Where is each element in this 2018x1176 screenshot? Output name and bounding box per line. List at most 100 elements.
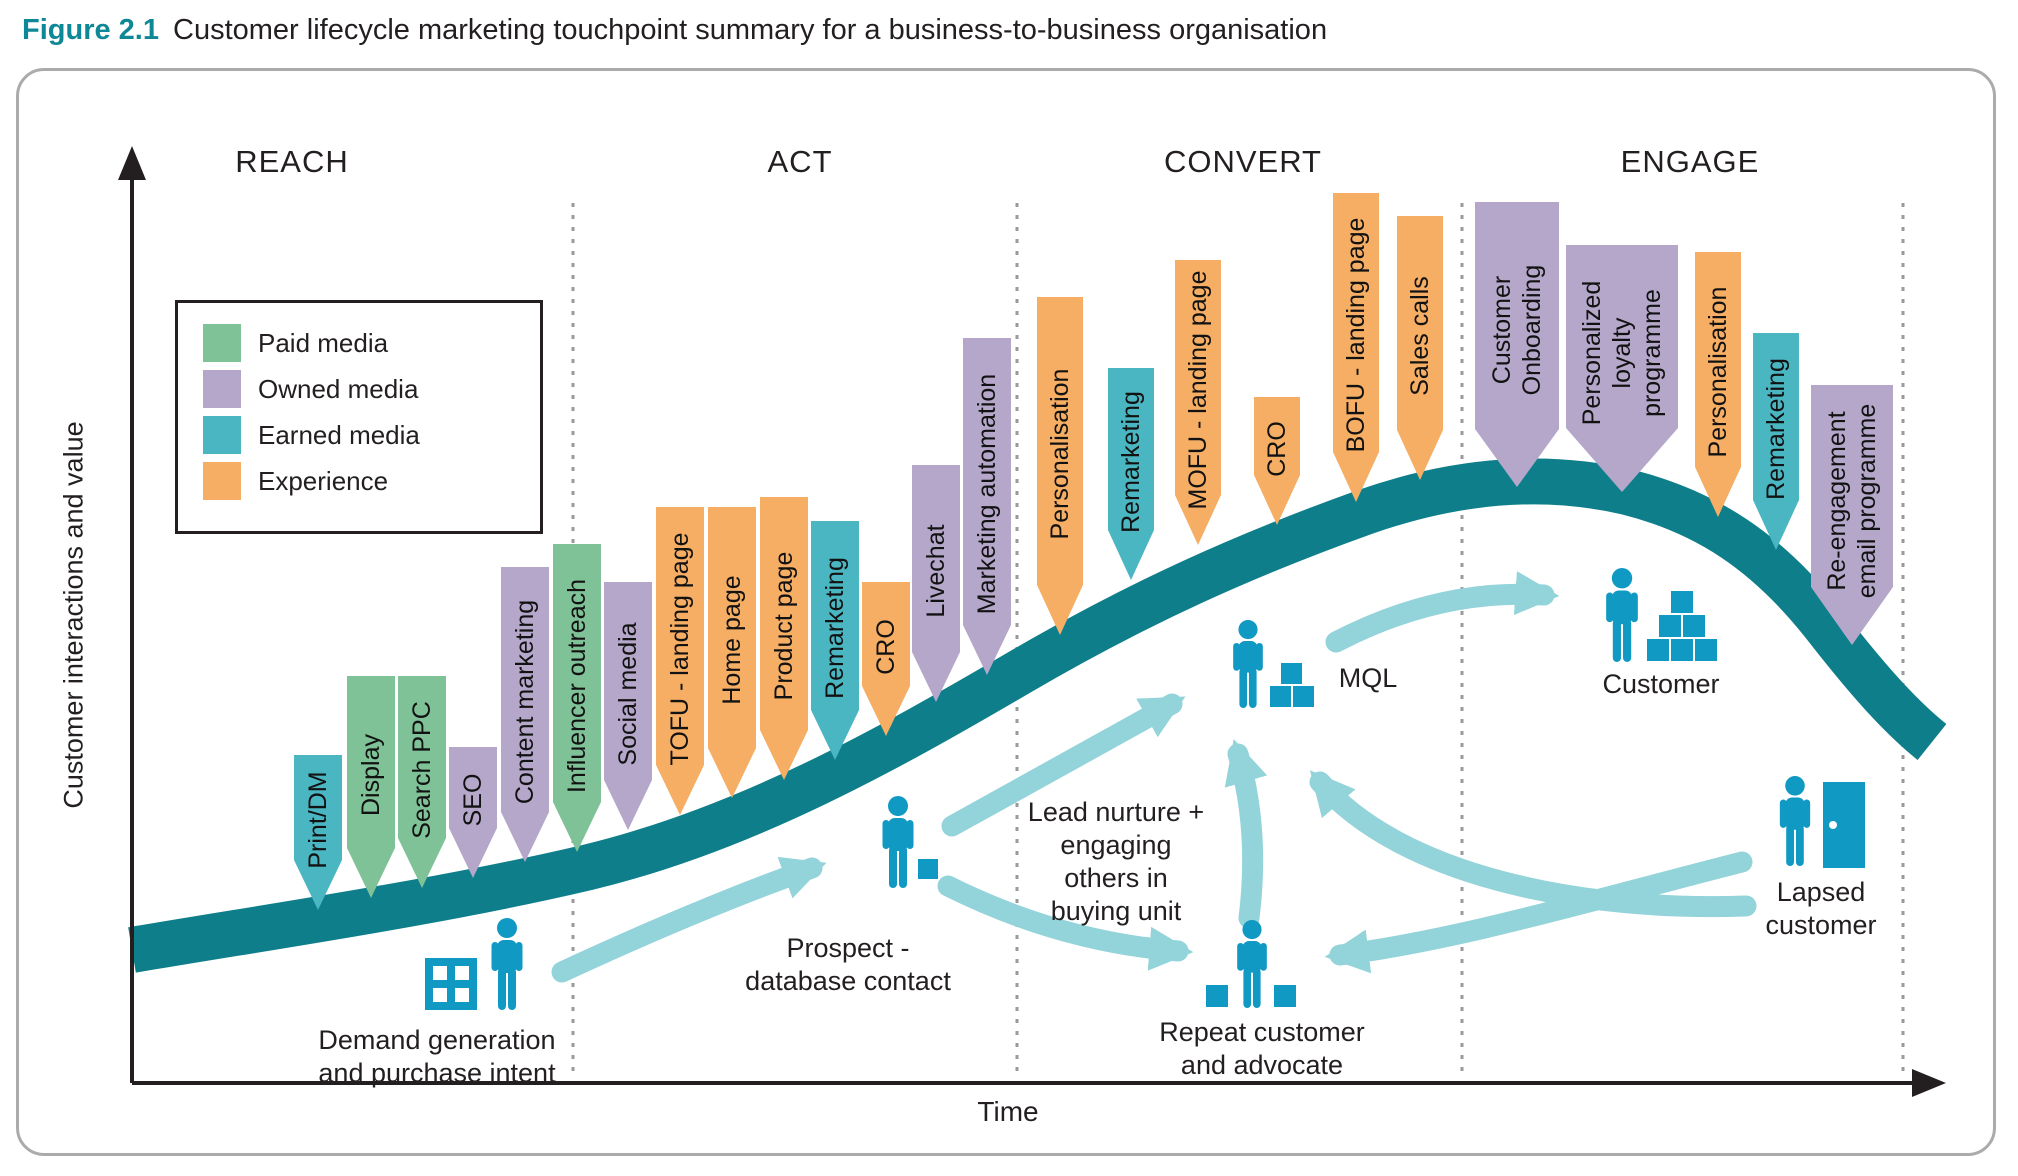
legend-swatch-experience [203,462,241,500]
customer-unit-square [1647,639,1669,661]
axes [118,146,1946,1097]
lifecycle-curve [128,458,1947,973]
customer-unit-square [1659,615,1681,637]
touchpoint-label: Product page [770,551,798,701]
touchpoint-livechat: Livechat [912,465,960,702]
annotation-customer: Customer [1602,669,1720,699]
prospect-person-icon [882,796,914,888]
touchpoint-product-page: Product page [760,497,808,780]
touchpoint-bofu-landing-page: BOFU - landing page [1333,193,1379,502]
touchpoint-label: Print/DM [304,771,332,869]
touchpoint-label: CRO [872,618,900,675]
mql-unit-square [1281,663,1302,684]
touchpoint-social-media: Social media [604,582,652,830]
door-icon [1823,782,1865,868]
phase-label-convert: CONVERT [1163,144,1323,179]
touchpoint-label: SEO [459,773,487,827]
phase-label-act: ACT [767,144,833,179]
touchpoint-label: Marketing automation [973,373,1001,615]
touchpoint-label: Personalisation [1046,368,1074,539]
touchpoint-label: MOFU - landing page [1184,270,1212,510]
customer-unit-square [1683,615,1705,637]
legend-item-paid: Paid media [203,324,540,362]
prospect-unit-square [918,859,938,879]
touchpoint-display: Display [347,676,395,898]
legend-swatch-paid [203,324,241,362]
touchpoint-sales-calls: Sales calls [1397,216,1443,480]
repeat-unit-square [1274,985,1296,1007]
touchpoint-marketing-automation: Marketing automation [963,338,1011,675]
phase-dividers [571,203,1905,1078]
pictograms [425,568,1865,1010]
touchpoint-content-marketing: Content marketing [501,567,549,862]
legend-swatch-earned [203,416,241,454]
legend: Paid media Owned media Earned media Experie… [175,300,543,534]
phase-label-engage: ENGAGE [1620,144,1760,179]
touchpoint-personalisation: Personalisation [1037,297,1083,635]
x-axis-arrowhead [1912,1069,1946,1097]
touchpoint-mofu-landing-page: MOFU - landing page [1175,260,1221,545]
legend-item-earned: Earned media [203,416,540,454]
arrow-prospect-to-repeat [937,875,1194,971]
demand-person-icon [491,918,523,1010]
touchpoint-influencer-outreach: Influencer outreach [553,544,601,852]
lapsed-person-icon [1779,776,1811,866]
y-axis-arrowhead [118,146,146,180]
touchpoint-remarketing: Remarketing [1753,333,1799,550]
touchpoint-tofu-landing-page: TOFU - landing page [656,507,704,815]
arrow-demand-to-prospect [551,856,827,983]
arrow-lapsed-to-repeat [1324,851,1753,974]
legend-label: Experience [258,465,389,496]
customer-unit-square [1695,639,1717,661]
legend-item-owned: Owned media [203,370,540,408]
touchpoint-label: Search PPC [408,700,436,839]
phase-label-reach: REACH [235,144,349,179]
legend-swatch-owned [203,370,241,408]
touchpoint-label: BOFU - landing page [1342,217,1370,453]
figure-number: Figure 2.1 [22,14,159,46]
mql-person-icon [1233,620,1263,708]
touchpoint-label: Sales calls [1406,275,1434,396]
annotation-mql: MQL [1338,663,1398,693]
customer-unit-square [1671,591,1693,613]
x-axis-label: Time [977,1096,1039,1127]
annotation-repeat-customer: Repeat customer and advocate [1159,1017,1365,1080]
legend-item-experience: Experience [203,462,540,500]
touchpoint-label: Personalisation [1704,286,1732,458]
legend-label: Earned media [258,419,420,450]
touchpoint-label: Livechat [922,524,950,618]
customer-unit-square [1671,639,1693,661]
diagram-frame [16,68,1996,1156]
touchpoint-label: Re-engagement email programme [1823,403,1881,598]
touchpoint-label: Social media [614,621,642,766]
touchpoint-label: Remarketing [1117,390,1145,533]
mql-unit-square [1270,686,1291,707]
touchpoint-label: Content marketing [511,599,539,805]
mql-unit-square [1293,686,1314,707]
window-grid-icon [425,958,477,1010]
touchpoint-search-ppc: Search PPC [398,676,446,888]
touchpoint-label: TOFU - landing page [666,532,694,765]
arrow-repeat-to-mql [1224,739,1268,929]
annotation-demand-generation: Demand generation and purchase intent [318,1025,556,1088]
touchpoint-label: Remarketing [821,557,849,699]
arrow-prospect-to-mql [941,693,1186,837]
figure-caption: Customer lifecycle marketing touchpoint … [173,14,1328,46]
legend-label: Paid media [258,327,389,358]
touchpoint-home-page: Home page [708,507,756,798]
repeat-unit-square [1206,985,1228,1007]
legend-label: Owned media [258,373,419,404]
touchpoint-personalisation: Personalisation [1695,252,1741,517]
touchpoint-label: Influencer outreach [563,578,591,793]
touchpoint-customer-onboarding: Customer Onboarding [1475,202,1559,487]
touchpoint-label: Home page [718,575,746,705]
annotation-prospect: Prospect - database contact [745,933,951,996]
touchpoint-label: Customer Onboarding [1488,264,1546,396]
touchpoint-label: Personalized loyalty programme [1578,280,1666,425]
annotation-lead-nurture: Lead nurture + engaging others in buying un… [1027,797,1205,926]
figure-title: Figure 2.1 Customer lifecycle marketing t… [22,14,1327,47]
flow-arrows [551,571,1757,983]
y-axis-label: Customer interactions and value [58,421,89,809]
touchpoint-remarketing: Remarketing [811,521,859,760]
